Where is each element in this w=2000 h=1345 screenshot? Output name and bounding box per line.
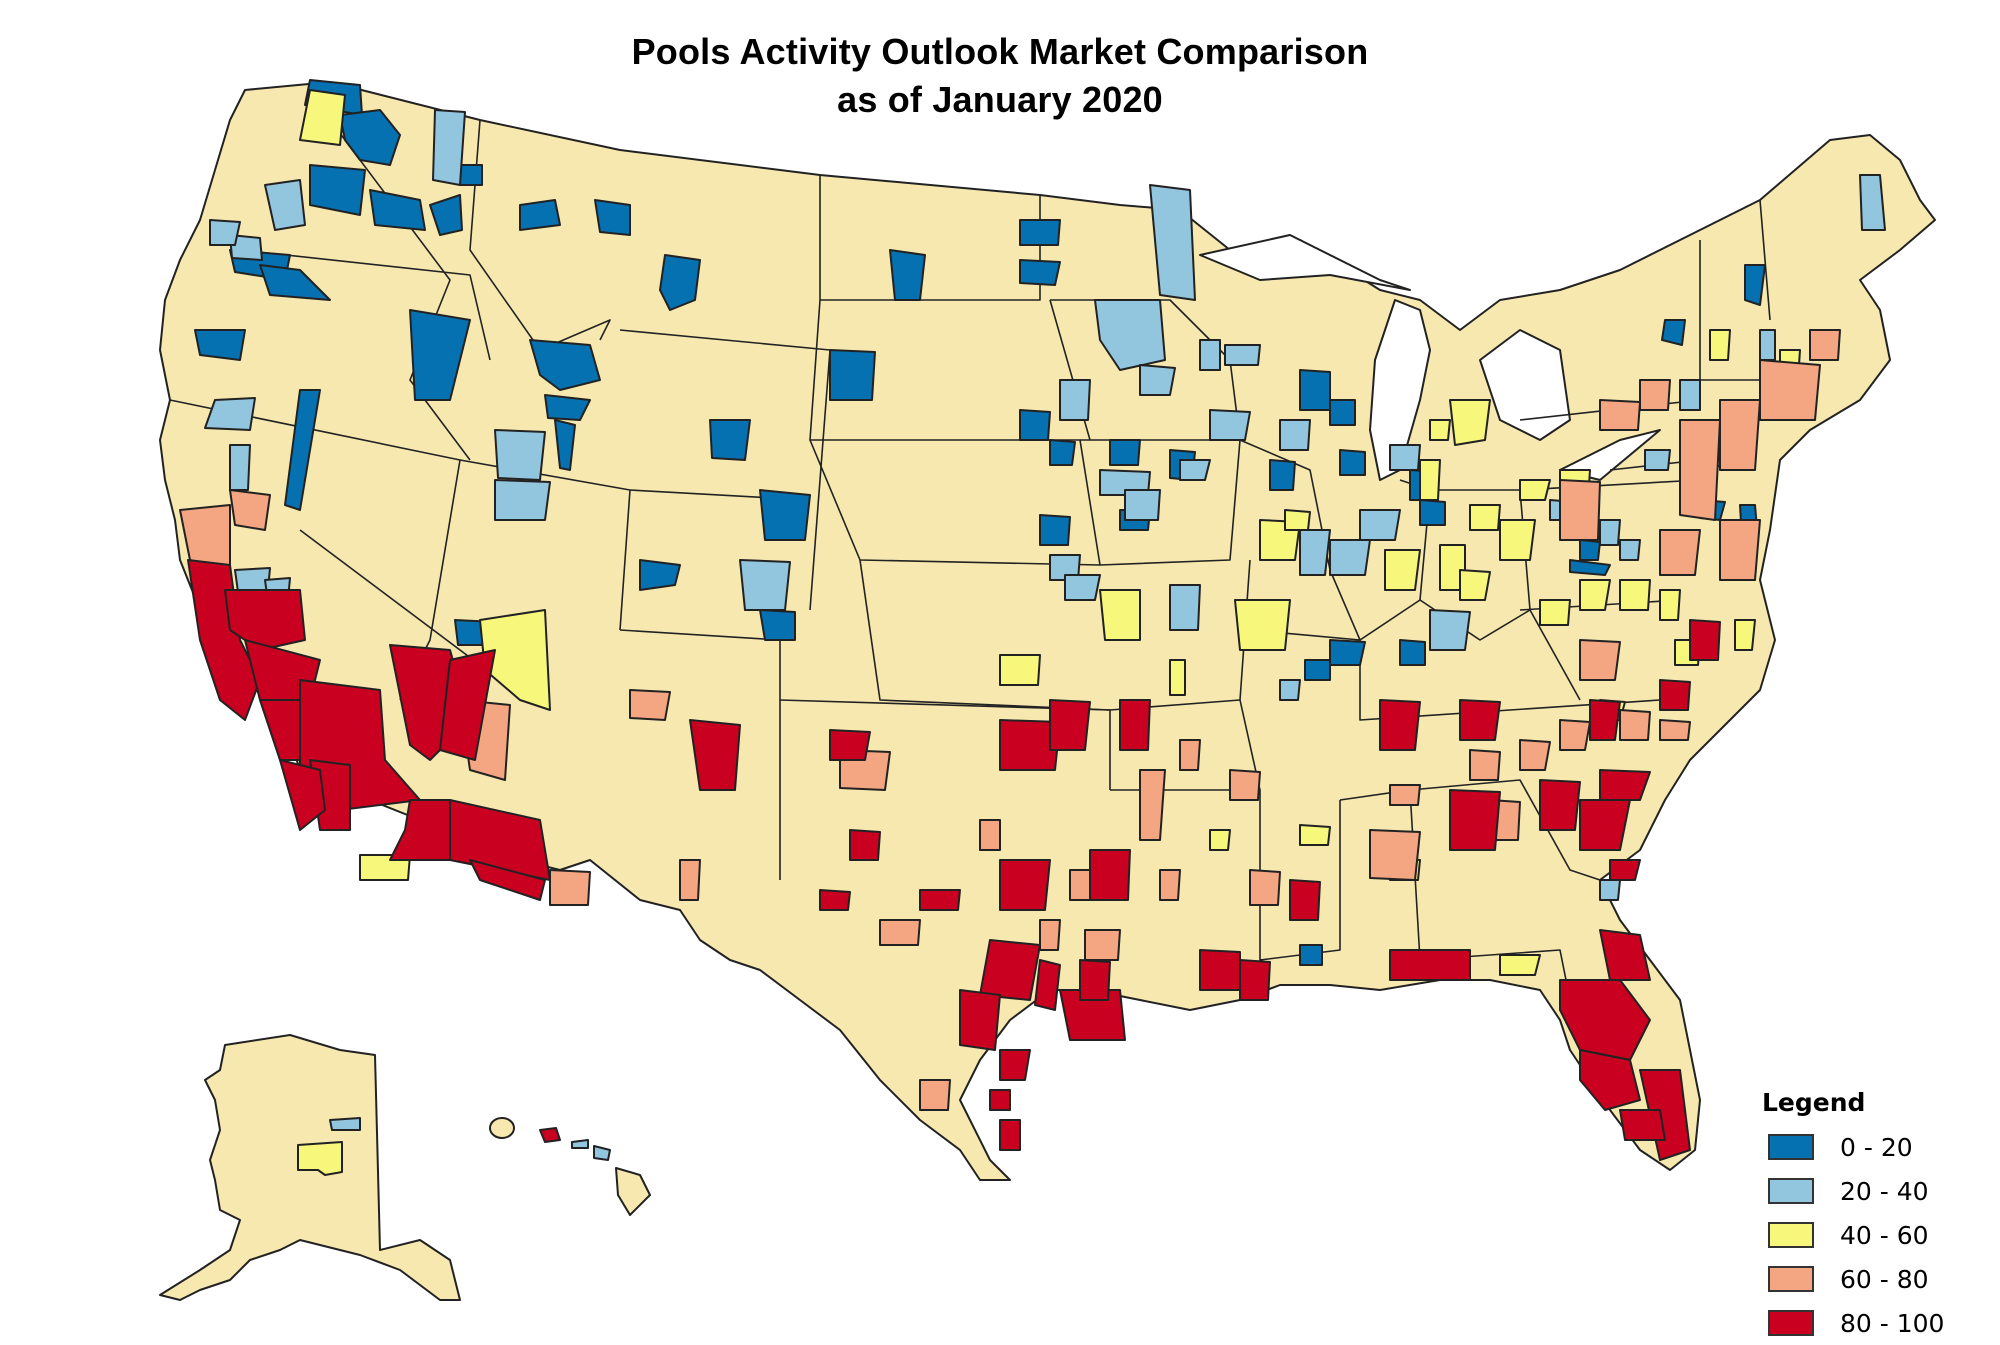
- legend-item-20-40: 20 - 40: [1760, 1169, 1980, 1213]
- legend-label: 0 - 20: [1840, 1132, 1913, 1162]
- legend-label: 40 - 60: [1840, 1220, 1929, 1250]
- legend-item-60-80: 60 - 80: [1760, 1257, 1980, 1301]
- legend: Legend 0 - 20 20 - 40 40 - 60 60 - 80 80…: [1760, 1088, 1980, 1345]
- legend-label: 20 - 40: [1840, 1176, 1929, 1206]
- legend-swatch-dark-blue: [1768, 1134, 1814, 1160]
- legend-label: 80 - 100: [1840, 1308, 1945, 1338]
- title-line-1: Pools Activity Outlook Market Comparison: [631, 31, 1369, 72]
- legend-item-40-60: 40 - 60: [1760, 1213, 1980, 1257]
- legend-swatch-salmon: [1768, 1266, 1814, 1292]
- legend-swatch-yellow: [1768, 1222, 1814, 1248]
- legend-item-80-100: 80 - 100: [1760, 1301, 1980, 1345]
- lake-superior: [1199, 234, 1411, 291]
- title-line-2: as of January 2020: [837, 79, 1163, 120]
- legend-swatch-red: [1768, 1310, 1814, 1336]
- alaska-anchorage-market: [297, 1141, 343, 1176]
- contiguous-us-land: [159, 81, 1936, 1181]
- markets-20-40: [204, 109, 1886, 1081]
- markets-40-60: [299, 89, 1801, 976]
- legend-title: Legend: [1762, 1088, 1866, 1117]
- alaska-fairbanks-market: [329, 1117, 361, 1131]
- map-title: Pools Activity Outlook Market Comparison…: [0, 28, 2000, 124]
- legend-swatch-light-blue: [1768, 1178, 1814, 1204]
- legend-label: 60 - 80: [1840, 1264, 1929, 1294]
- hawaii: [489, 1117, 651, 1216]
- legend-item-0-20: 0 - 20: [1760, 1125, 1980, 1169]
- markets-0-20: [194, 79, 1766, 966]
- markets-80-100: [187, 559, 1721, 1161]
